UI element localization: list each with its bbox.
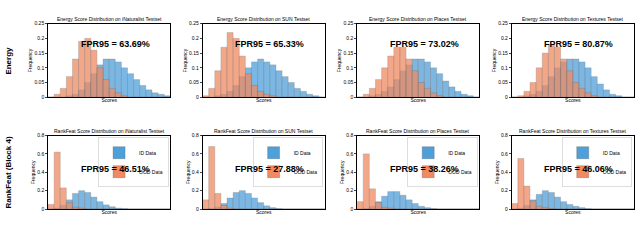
svg-text:0.8: 0.8 <box>192 132 199 138</box>
svg-text:0.15: 0.15 <box>34 50 44 56</box>
svg-text:0.2: 0.2 <box>192 187 199 193</box>
svg-text:0: 0 <box>41 94 44 100</box>
svg-text:0.2: 0.2 <box>501 35 508 41</box>
svg-text:Scores: Scores <box>565 97 581 103</box>
svg-text:OOD Data: OOD Data <box>294 169 318 175</box>
svg-text:0.4: 0.4 <box>37 169 44 175</box>
svg-text:Scores: Scores <box>565 209 581 215</box>
svg-text:0: 0 <box>505 94 508 100</box>
svg-text:0.05: 0.05 <box>344 79 354 85</box>
svg-text:FPR95 = 73.02%: FPR95 = 73.02% <box>390 39 459 49</box>
svg-text:0.4: 0.4 <box>501 169 508 175</box>
svg-text:0.15: 0.15 <box>189 50 199 56</box>
svg-text:0.2: 0.2 <box>37 187 44 193</box>
svg-text:Energy: Energy <box>4 47 13 75</box>
svg-text:Energy Score Distribution on P: Energy Score Distribution on Places Test… <box>369 16 467 22</box>
svg-text:0.6: 0.6 <box>346 151 353 157</box>
svg-text:Frequency: Frequency <box>30 160 36 184</box>
svg-text:0.2: 0.2 <box>501 187 508 193</box>
svg-text:FPR95 = 38.26%: FPR95 = 38.26% <box>390 164 459 174</box>
svg-text:0.15: 0.15 <box>344 50 354 56</box>
svg-text:Scores: Scores <box>101 97 117 103</box>
svg-text:Scores: Scores <box>410 97 426 103</box>
svg-text:0.05: 0.05 <box>498 79 508 85</box>
svg-text:Scores: Scores <box>256 97 272 103</box>
svg-text:0: 0 <box>351 94 354 100</box>
svg-text:0.25: 0.25 <box>189 20 199 26</box>
svg-text:ID Data: ID Data <box>294 150 311 156</box>
svg-text:OOD Data: OOD Data <box>603 169 627 175</box>
svg-text:0: 0 <box>41 206 44 212</box>
svg-text:0: 0 <box>196 94 199 100</box>
svg-text:0.15: 0.15 <box>498 50 508 56</box>
svg-text:OOD Data: OOD Data <box>139 169 163 175</box>
svg-text:0.2: 0.2 <box>37 35 44 41</box>
svg-text:Scores: Scores <box>410 209 426 215</box>
svg-text:0.25: 0.25 <box>34 20 44 26</box>
svg-text:0: 0 <box>196 206 199 212</box>
svg-text:0.8: 0.8 <box>346 132 353 138</box>
svg-text:FPR95 = 46.06%: FPR95 = 46.06% <box>544 164 613 174</box>
svg-text:0.25: 0.25 <box>344 20 354 26</box>
svg-text:0.1: 0.1 <box>192 65 199 71</box>
svg-text:Scores: Scores <box>101 209 117 215</box>
svg-text:0.25: 0.25 <box>498 20 508 26</box>
svg-text:Energy Score Distribution on T: Energy Score Distribution on Textures Te… <box>522 16 624 22</box>
svg-text:0.4: 0.4 <box>346 169 353 175</box>
svg-text:FPR95 = 65.33%: FPR95 = 65.33% <box>235 39 304 49</box>
svg-text:0.2: 0.2 <box>346 35 353 41</box>
svg-text:FPR95 = 80.87%: FPR95 = 80.87% <box>544 39 613 49</box>
svg-text:0: 0 <box>351 206 354 212</box>
svg-text:0: 0 <box>505 206 508 212</box>
svg-text:0.6: 0.6 <box>192 151 199 157</box>
svg-text:Frequency: Frequency <box>185 160 191 184</box>
svg-text:RankFeat Score Distribution on: RankFeat Score Distribution on SUN Tests… <box>214 128 313 134</box>
svg-text:0.1: 0.1 <box>346 65 353 71</box>
svg-text:0.6: 0.6 <box>501 151 508 157</box>
svg-text:Energy Score Distribution on S: Energy Score Distribution on SUN Testset <box>217 16 310 22</box>
svg-text:0.2: 0.2 <box>346 187 353 193</box>
svg-text:0.8: 0.8 <box>501 132 508 138</box>
svg-text:Frequency: Frequency <box>339 160 345 184</box>
svg-text:FPR95 = 46.51%: FPR95 = 46.51% <box>81 164 150 174</box>
svg-text:0.4: 0.4 <box>192 169 199 175</box>
svg-text:Energy Score Distribution on i: Energy Score Distribution on iNaturalist… <box>57 16 162 22</box>
svg-text:RankFeat Score Distribution on: RankFeat Score Distribution on Textures … <box>519 128 626 134</box>
svg-text:0.2: 0.2 <box>192 35 199 41</box>
svg-text:Scores: Scores <box>256 209 272 215</box>
svg-text:0.1: 0.1 <box>37 65 44 71</box>
svg-text:Frequency: Frequency <box>494 160 500 184</box>
svg-text:0.1: 0.1 <box>501 65 508 71</box>
svg-text:Frequency: Frequency <box>182 48 188 72</box>
svg-text:0.8: 0.8 <box>37 132 44 138</box>
svg-text:RankFeat Score Distribution on: RankFeat Score Distribution on iNaturali… <box>54 128 165 134</box>
svg-text:RankFeat (Block 4): RankFeat (Block 4) <box>4 136 13 208</box>
svg-text:ID Data: ID Data <box>139 150 156 156</box>
svg-text:0.05: 0.05 <box>189 79 199 85</box>
svg-text:0.05: 0.05 <box>34 79 44 85</box>
svg-text:Frequency: Frequency <box>491 48 497 72</box>
svg-text:RankFeat Score Distribution on: RankFeat Score Distribution on Places Te… <box>366 128 470 134</box>
svg-text:Frequency: Frequency <box>27 48 33 72</box>
svg-text:0.6: 0.6 <box>37 151 44 157</box>
svg-text:ID Data: ID Data <box>448 150 465 156</box>
svg-text:ID Data: ID Data <box>603 150 620 156</box>
svg-text:FPR95 = 63.69%: FPR95 = 63.69% <box>81 39 150 49</box>
svg-text:OOD Data: OOD Data <box>448 169 472 175</box>
svg-text:FPR95 = 27.88%: FPR95 = 27.88% <box>235 164 304 174</box>
svg-text:Frequency: Frequency <box>336 48 342 72</box>
